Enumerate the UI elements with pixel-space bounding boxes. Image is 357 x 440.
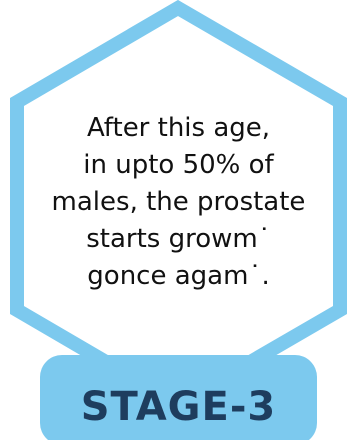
description-line: starts growm˙ [86, 224, 271, 254]
description-line: in upto 50% of [83, 150, 274, 180]
stage-tab-background [40, 355, 317, 440]
description-line: gonce agam˙. [87, 261, 270, 291]
description-text: After this age, in upto 50% of males, th… [30, 110, 327, 295]
description-line: After this age, [86, 113, 271, 143]
description-line: males, the prostate [51, 187, 306, 217]
stage-label: STAGE-3 [80, 384, 277, 430]
